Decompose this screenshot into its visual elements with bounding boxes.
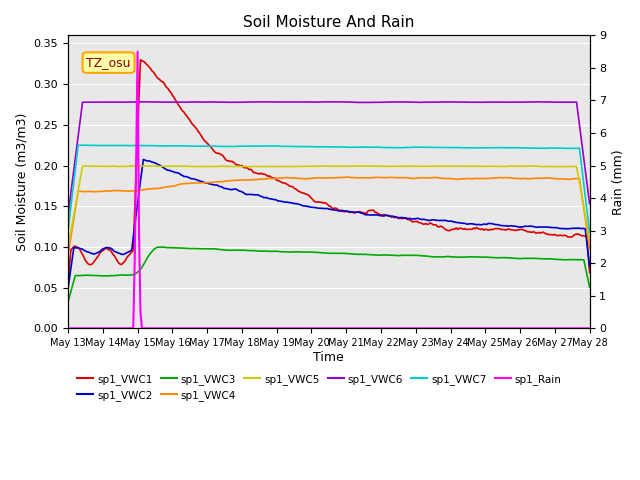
sp1_VWC5 <box>64 244 72 250</box>
sp1_VWC4 <box>524 176 531 181</box>
X-axis label: Time: Time <box>314 351 344 364</box>
sp1_VWC4 <box>392 175 399 180</box>
Line: sp1_VWC5: sp1_VWC5 <box>68 166 589 247</box>
sp1_VWC7 <box>64 228 72 234</box>
sp1_Rain <box>392 325 399 331</box>
sp1_VWC2 <box>524 224 531 229</box>
Line: sp1_Rain: sp1_Rain <box>68 52 589 328</box>
sp1_Rain <box>380 325 388 331</box>
sp1_VWC1 <box>392 215 399 220</box>
sp1_Rain <box>163 325 170 331</box>
sp1_VWC7 <box>80 143 88 148</box>
Y-axis label: Rain (mm): Rain (mm) <box>612 149 625 215</box>
sp1_VWC7 <box>163 143 170 149</box>
sp1_VWC5 <box>145 163 153 169</box>
sp1_VWC3 <box>380 252 388 258</box>
Line: sp1_VWC6: sp1_VWC6 <box>68 102 589 215</box>
sp1_VWC3 <box>586 284 593 290</box>
sp1_VWC7 <box>392 145 399 151</box>
sp1_VWC6 <box>363 99 371 105</box>
sp1_VWC4 <box>344 174 351 180</box>
sp1_VWC7 <box>79 142 86 148</box>
sp1_VWC3 <box>64 299 72 305</box>
sp1_VWC6 <box>161 99 169 105</box>
Line: sp1_VWC7: sp1_VWC7 <box>68 145 589 232</box>
sp1_VWC2 <box>380 213 388 219</box>
sp1_VWC5 <box>363 163 371 169</box>
sp1_VWC2 <box>363 212 371 218</box>
sp1_Rain <box>586 325 593 331</box>
sp1_VWC6 <box>79 99 86 105</box>
sp1_VWC6 <box>64 212 72 218</box>
sp1_Rain <box>363 325 371 331</box>
sp1_VWC1 <box>363 211 371 216</box>
sp1_VWC5 <box>524 163 531 169</box>
sp1_VWC1 <box>586 270 593 276</box>
sp1_VWC3 <box>158 244 166 250</box>
Y-axis label: Soil Moisture (m3/m3): Soil Moisture (m3/m3) <box>15 113 28 251</box>
sp1_VWC3 <box>392 252 399 258</box>
sp1_VWC6 <box>380 99 388 105</box>
sp1_VWC6 <box>392 99 399 105</box>
sp1_Rain <box>64 325 72 331</box>
sp1_VWC3 <box>363 252 371 257</box>
sp1_VWC7 <box>380 144 388 150</box>
sp1_VWC4 <box>380 175 388 180</box>
Legend: sp1_VWC1, sp1_VWC2, sp1_VWC3, sp1_VWC4, sp1_VWC5, sp1_VWC6, sp1_VWC7, sp1_Rain: sp1_VWC1, sp1_VWC2, sp1_VWC3, sp1_VWC4, … <box>73 370 566 405</box>
sp1_VWC2 <box>163 167 170 172</box>
sp1_Rain <box>134 49 141 55</box>
sp1_VWC2 <box>64 286 72 291</box>
sp1_VWC4 <box>79 189 86 194</box>
sp1_VWC4 <box>161 184 169 190</box>
Line: sp1_VWC4: sp1_VWC4 <box>68 177 589 255</box>
sp1_VWC6 <box>326 99 334 105</box>
sp1_VWC5 <box>79 163 86 169</box>
sp1_VWC4 <box>586 246 593 252</box>
Line: sp1_VWC3: sp1_VWC3 <box>68 247 589 302</box>
sp1_VWC7 <box>586 229 593 235</box>
sp1_VWC1 <box>380 212 388 217</box>
Title: Soil Moisture And Rain: Soil Moisture And Rain <box>243 15 415 30</box>
sp1_VWC6 <box>524 99 531 105</box>
sp1_VWC1 <box>136 57 144 62</box>
sp1_VWC2 <box>392 214 399 220</box>
Line: sp1_VWC2: sp1_VWC2 <box>68 159 589 288</box>
sp1_VWC5 <box>586 237 593 242</box>
sp1_Rain <box>79 325 86 331</box>
sp1_VWC6 <box>586 201 593 207</box>
sp1_VWC5 <box>380 164 388 169</box>
sp1_VWC2 <box>586 264 593 269</box>
sp1_VWC7 <box>363 144 371 150</box>
sp1_Rain <box>524 325 531 331</box>
sp1_VWC3 <box>524 255 531 261</box>
sp1_VWC4 <box>363 175 371 180</box>
sp1_VWC3 <box>163 245 170 251</box>
sp1_VWC5 <box>163 163 170 169</box>
sp1_VWC1 <box>79 252 86 257</box>
sp1_VWC1 <box>524 229 531 235</box>
sp1_VWC3 <box>79 273 86 278</box>
sp1_VWC7 <box>524 145 531 151</box>
sp1_VWC2 <box>79 246 86 252</box>
sp1_VWC1 <box>163 84 170 90</box>
sp1_VWC4 <box>64 252 72 258</box>
Text: TZ_osu: TZ_osu <box>86 56 131 69</box>
sp1_VWC1 <box>64 280 72 286</box>
Line: sp1_VWC1: sp1_VWC1 <box>68 60 589 283</box>
sp1_VWC5 <box>392 163 399 169</box>
sp1_VWC2 <box>140 156 147 162</box>
